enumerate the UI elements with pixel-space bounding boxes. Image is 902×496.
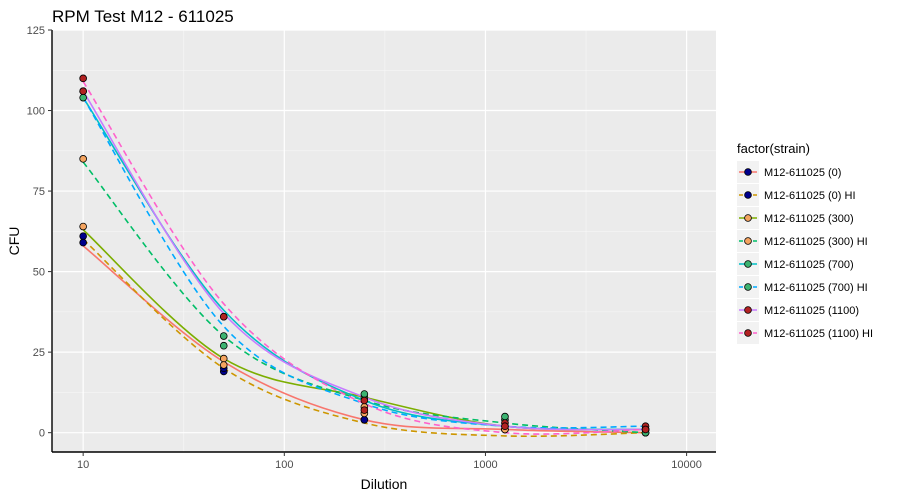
- legend-label: M12-611025 (0): [764, 167, 841, 179]
- data-point-s6-2: [219, 341, 228, 350]
- data-point-s8-4: [501, 422, 509, 431]
- legend-key-point: [744, 237, 752, 245]
- y-tick-label: 100: [27, 106, 45, 118]
- y-tick-label: 50: [33, 267, 45, 279]
- x-axis-title: Dilution: [361, 476, 408, 492]
- fit-curves: [82, 81, 646, 438]
- data-point-s6-3: [360, 390, 369, 398]
- fit-curve-8: [82, 81, 646, 435]
- x-tick-label: 10: [77, 459, 89, 471]
- y-tick-label: 75: [33, 186, 45, 198]
- y-tick-label: 25: [33, 347, 45, 359]
- data-point-s4-1: [79, 155, 87, 163]
- data-point-s7-3: [360, 396, 369, 405]
- legend-key-point: [744, 283, 752, 291]
- data-point-s8-1: [79, 74, 87, 83]
- legend-label: M12-611025 (300) HI: [764, 236, 868, 248]
- grid-lines: [52, 29, 716, 452]
- legend-key-point: [744, 214, 752, 222]
- legend-label: M12-611025 (700): [764, 259, 854, 271]
- data-point-s2-1: [79, 238, 87, 247]
- legend-title: factor(strain): [737, 141, 810, 156]
- legend-key-point: [744, 191, 752, 199]
- data-point-s5-1: [79, 93, 87, 102]
- data-point-s4-2: [219, 361, 228, 369]
- data-point-s2-3: [360, 415, 369, 424]
- data-point-s3-2: [219, 354, 228, 363]
- x-tick-label: 1000: [473, 459, 497, 471]
- legend-label: M12-611025 (0) HI: [764, 190, 856, 202]
- legend-key-point: [744, 306, 752, 314]
- data-point-s8-3: [360, 406, 369, 414]
- legend-label: M12-611025 (300): [764, 213, 854, 225]
- y-tick-label: 0: [39, 428, 45, 440]
- data-points: [79, 74, 650, 437]
- data-point-s6-4: [501, 412, 509, 421]
- y-tick-label: 125: [27, 25, 45, 37]
- fit-curve-1: [82, 245, 646, 434]
- x-tick-label: 10000: [671, 459, 702, 471]
- data-point-s1-1: [79, 232, 87, 240]
- y-axis-title: CFU: [6, 227, 22, 256]
- legend-label: M12-611025 (1100): [764, 305, 859, 317]
- legend-key-point: [744, 260, 752, 268]
- x-tick-label: 100: [275, 459, 293, 471]
- data-point-s8-5: [641, 425, 650, 434]
- fit-curve-2: [82, 238, 646, 438]
- axes: 10 100 1000 10000 0 25 50 75 100 125: [27, 25, 716, 471]
- plot-panel: [52, 30, 716, 452]
- fit-curve-6: [82, 97, 646, 429]
- chart-title: RPM Test M12 - 611025: [52, 7, 234, 26]
- data-point-s3-1: [79, 222, 87, 231]
- fit-curve-4: [82, 161, 646, 434]
- legend-label: M12-611025 (700) HI: [764, 282, 868, 294]
- legend-key-point: [744, 168, 752, 176]
- legend: factor(strain) M12-611025 (0) M12-611025 …: [737, 141, 873, 344]
- data-point-s7-1: [79, 87, 87, 96]
- data-point-s8-2: [219, 312, 228, 321]
- fit-curve-7: [82, 90, 646, 431]
- data-point-s5-2: [219, 332, 228, 340]
- legend-key-point: [744, 329, 752, 337]
- legend-label: M12-611025 (1100) HI: [764, 328, 873, 340]
